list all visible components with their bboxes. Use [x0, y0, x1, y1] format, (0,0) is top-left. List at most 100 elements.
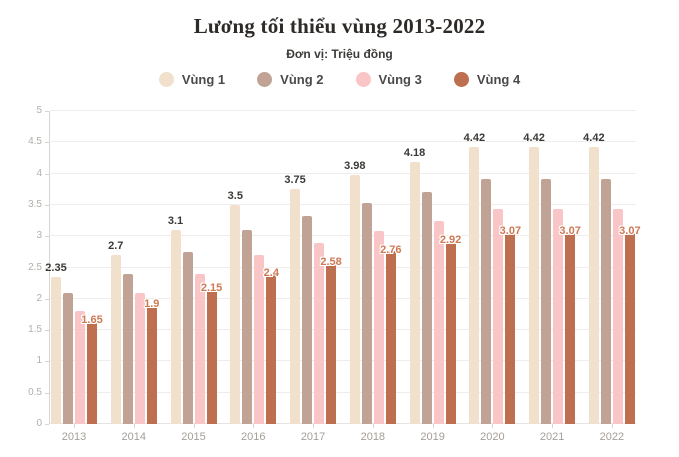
bar-group-2017: 3.75 2.58 2017 [284, 111, 342, 443]
bar-group-2014: 2.7 1.9 2014 [108, 111, 160, 443]
value-label-onbar: 1.9 [144, 298, 160, 311]
bar-vùng4-2016: 2.4 [264, 267, 279, 424]
bar-vùng1-2014: 2.7 [108, 240, 123, 424]
bar-vùng2-2020 [481, 178, 492, 424]
chart-subtitle: Đơn vị: Triệu đồng [286, 47, 393, 61]
y-axis-tick [45, 111, 49, 112]
bar-vùng3-2022 [612, 209, 623, 424]
bar-vùng4-2020: 3.07 [500, 225, 521, 424]
x-axis-label-2013: 2013 [61, 431, 87, 443]
value-label-onbar: 2.15 [200, 282, 223, 295]
bar-vùng1-2022: 4.42 [583, 132, 605, 424]
legend-item-2: Vùng 2 [257, 72, 324, 87]
bar-vùng4-2022: 3.07 [619, 225, 641, 424]
value-label-onbar: 3.07 [499, 224, 522, 237]
x-axis-tick [193, 424, 195, 428]
y-axis-tick [45, 361, 49, 363]
y-axis-tick [45, 267, 49, 269]
y-gridline [50, 297, 636, 299]
y-axis-label: 0 [36, 418, 42, 429]
bar-vùng3-2015 [194, 273, 205, 424]
bar-vùng2-2018 [361, 203, 372, 424]
bar-group-2018: 3.98 2.76 2018 [344, 111, 402, 443]
bar-vùng1-2019: 4.18 [404, 147, 425, 424]
x-axis-tick [253, 424, 255, 428]
x-axis-label-2018: 2018 [360, 431, 386, 443]
bar-vùng4-2015: 2.15 [201, 282, 222, 424]
legend-swatch-circle [355, 72, 371, 87]
bar-group-2021: 4.42 3.07 2021 [523, 111, 580, 443]
bar-vùng2-2013 [63, 292, 73, 424]
y-gridline [50, 203, 636, 205]
x-axis-tick [432, 424, 434, 428]
y-gridline [50, 172, 636, 174]
bar-vùng1-2013: 2.35 [45, 262, 67, 424]
bar-vùng1-2016: 3.5 [228, 190, 243, 424]
bar-group-2016: 3.5 2.4 2016 [228, 111, 279, 443]
bar-vùng4-2019: 2.92 [440, 234, 461, 424]
legend-swatch-circle [453, 72, 469, 87]
y-axis-label: 2 [36, 292, 42, 304]
value-label-above: 4.42 [583, 132, 605, 145]
value-label-onbar: 2.92 [439, 234, 462, 247]
bar-vùng1-2018: 3.98 [344, 160, 366, 424]
value-label-onbar: 3.07 [619, 224, 641, 237]
bar-vùng4-2017: 2.58 [320, 256, 342, 424]
bar-vùng2-2016 [242, 229, 253, 424]
bar-vùng3-2013 [75, 311, 85, 424]
x-axis-tick [552, 424, 554, 428]
legend-label: Vùng 1 [181, 72, 226, 87]
legend-swatch-circle [158, 72, 174, 87]
bar-vùng3-2017 [314, 242, 325, 424]
y-axis-label: 1 [36, 355, 42, 367]
bar-vùng3-2014 [134, 292, 145, 424]
bar-vùng2-2021 [541, 178, 552, 424]
value-label-above: 4.42 [463, 132, 486, 145]
bar-group-2015: 3.1 2.15 2015 [167, 111, 222, 443]
bar-vùng3-2016 [254, 255, 265, 424]
y-gridline [50, 423, 636, 424]
bar-group-2022: 4.42 3.07 2022 [583, 111, 641, 443]
y-gridline [50, 110, 636, 111]
value-label-above: 4.18 [403, 147, 426, 160]
x-axis-label-2021: 2021 [539, 431, 565, 443]
y-axis-tick [45, 424, 49, 425]
y-axis-label: 4 [36, 167, 42, 179]
value-label-above: 3.75 [284, 174, 306, 187]
bar-chart: 2.35 1.65 2013 2.7 1.9 2014 3.1 2.15 2015 3.5 2.4 2… [0, 100, 679, 450]
value-label-above: 3.1 [167, 214, 184, 227]
x-axis-label-2014: 2014 [121, 431, 146, 443]
x-axis-tick [133, 424, 135, 428]
y-gridline [50, 141, 636, 143]
bar-vùng4-2013: 1.65 [81, 314, 103, 424]
value-label-above: 4.42 [523, 132, 545, 145]
bar-vùng3-2019 [433, 220, 444, 424]
y-axis-tick [45, 392, 49, 394]
y-axis-label: 1.5 [28, 324, 42, 336]
bar-vùng2-2019 [421, 191, 432, 424]
value-label-onbar: 2.58 [320, 255, 342, 268]
bar-vùng1-2020: 4.42 [464, 132, 485, 424]
bar-vùng4-2018: 2.76 [380, 244, 402, 424]
bar-group-2020: 4.42 3.07 2020 [464, 111, 521, 443]
y-gridline [50, 391, 636, 393]
legend-item-1: Vùng 1 [158, 72, 226, 87]
x-axis-tick [492, 424, 494, 428]
x-axis-tick [313, 424, 315, 428]
value-label-above: 2.35 [45, 261, 67, 274]
x-axis-label-2022: 2022 [599, 431, 625, 443]
bar-vùng2-2022 [600, 178, 611, 424]
bar-vùng2-2015 [182, 251, 193, 424]
legend-label: Vùng 3 [378, 72, 422, 87]
x-axis-label-2016: 2016 [241, 431, 266, 443]
y-gridline [50, 266, 636, 268]
y-axis-tick [45, 330, 49, 332]
x-axis-tick [611, 424, 613, 428]
value-label-above: 3.5 [227, 189, 243, 202]
bar-vùng1-2017: 3.75 [284, 174, 306, 424]
value-label-onbar: 3.07 [559, 224, 581, 237]
chart-title: Lương tối thiểu vùng 2013-2022 [193, 14, 486, 38]
legend-item-4: Vùng 4 [453, 72, 520, 87]
bar-vùng2-2014 [122, 273, 133, 424]
